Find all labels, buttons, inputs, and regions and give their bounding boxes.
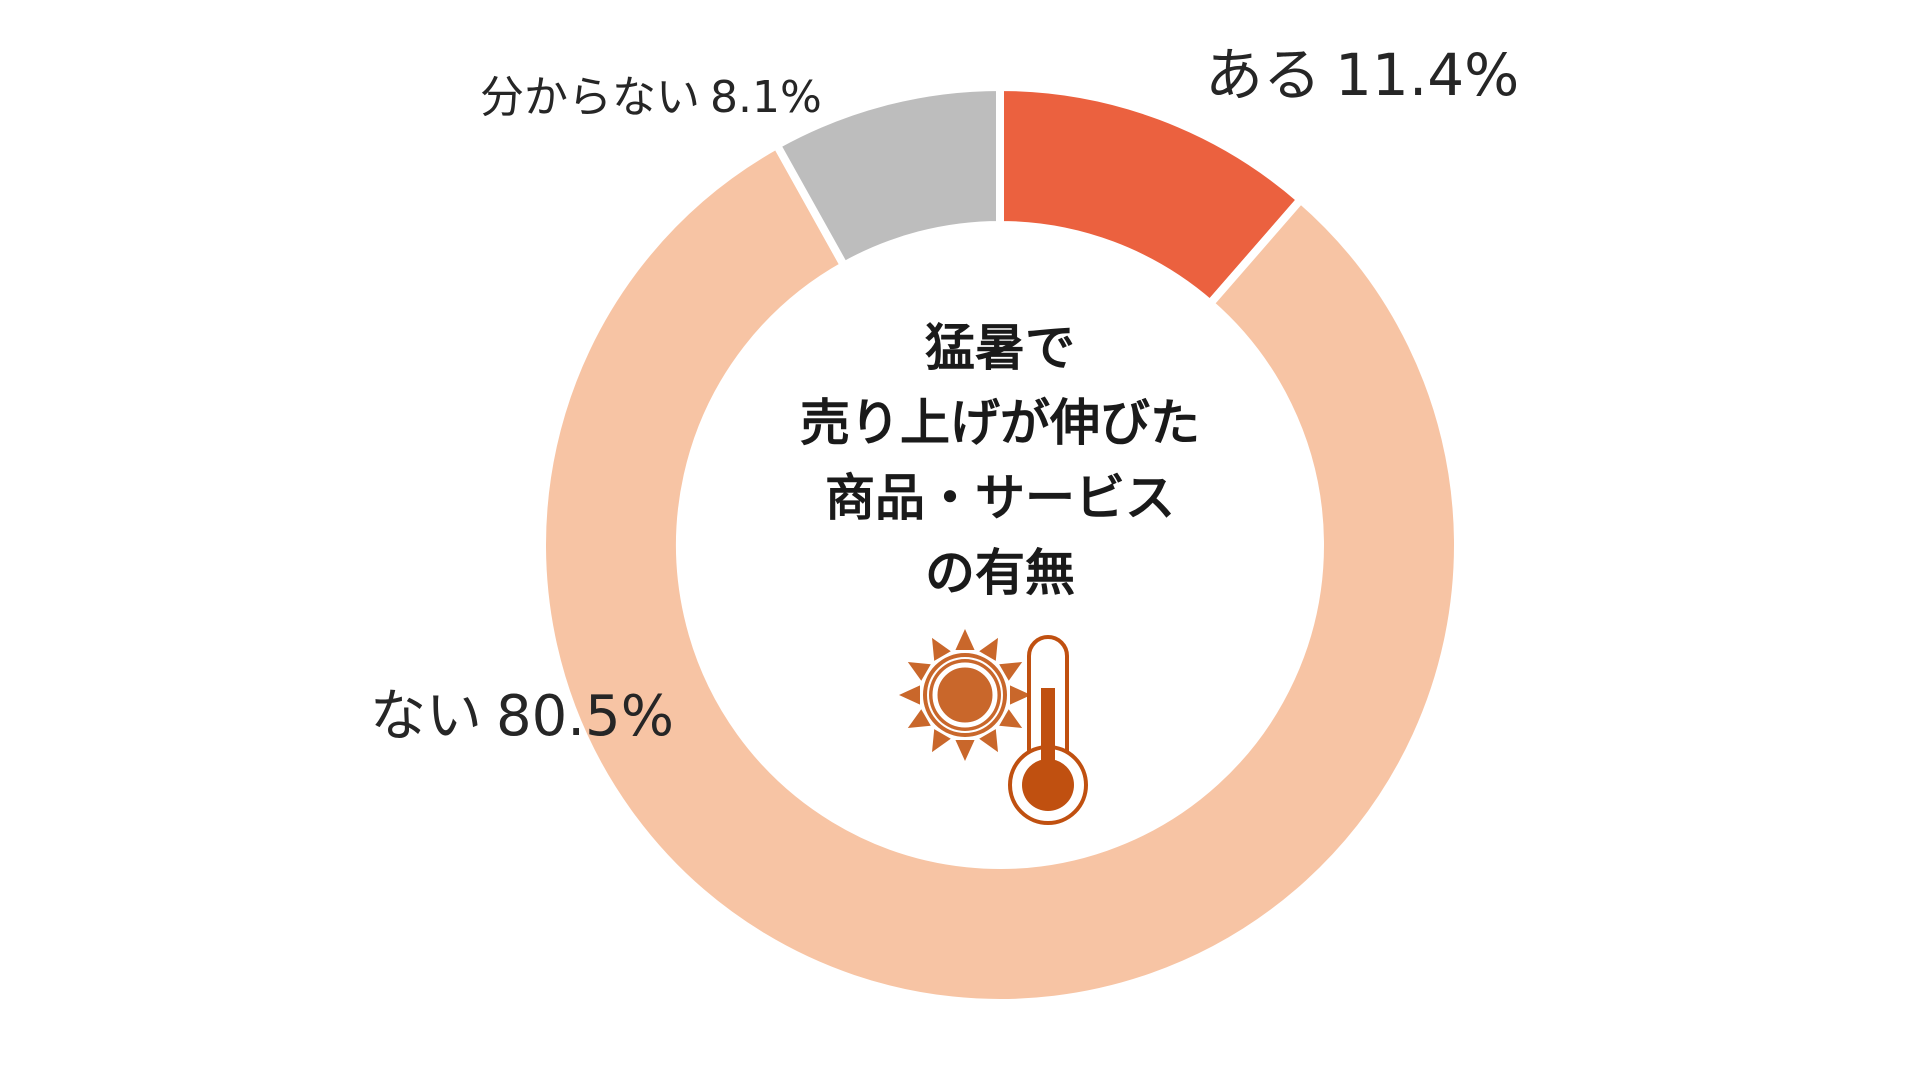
sun-ray xyxy=(1009,685,1031,705)
slice-label-nai: ない 80.5% xyxy=(370,684,674,749)
center-title-line-3: 商品・サービス xyxy=(825,469,1175,527)
donut-slices xyxy=(538,82,1463,1007)
sun-ray xyxy=(979,729,998,753)
slice-wakaranai xyxy=(771,82,1004,271)
sun-ray xyxy=(899,685,921,705)
sun-ray xyxy=(907,662,931,681)
sun-ray xyxy=(955,739,975,761)
sun-ray xyxy=(932,637,951,661)
center-title: 猛暑で 売り上げが伸びた 商品・サービス の有無 xyxy=(800,319,1200,602)
sun-ray xyxy=(999,662,1023,681)
sun-ray xyxy=(955,629,975,651)
center-title-line-2: 売り上げが伸びた xyxy=(800,394,1200,452)
sun-ray xyxy=(932,729,951,753)
sun-ray xyxy=(979,637,998,661)
slice-label-wakaranai: 分からない 8.1% xyxy=(480,72,822,123)
slice-nai xyxy=(538,139,1463,1007)
center-title-line-1: 猛暑で xyxy=(925,319,1075,377)
slice-label-aru: ある 11.4% xyxy=(1205,41,1519,109)
sun-ray xyxy=(999,709,1023,728)
sun-icon xyxy=(899,629,1031,761)
thermometer-icon xyxy=(1008,635,1088,825)
sun-ray xyxy=(907,709,931,728)
center-title-line-4: の有無 xyxy=(925,544,1075,602)
